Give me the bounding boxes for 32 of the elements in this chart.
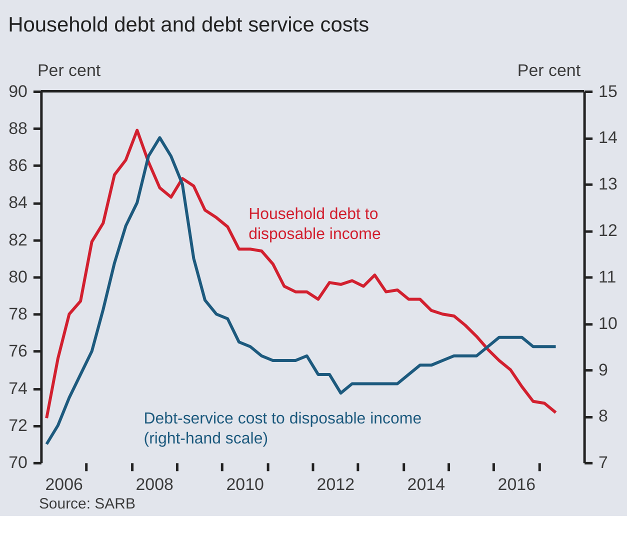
series-label: Household debt to disposable income xyxy=(248,206,381,244)
y2-tick-label: 11 xyxy=(598,267,616,286)
x-tick-label: 2008 xyxy=(136,475,174,494)
y2-tick-label: 13 xyxy=(598,174,618,194)
y2-tick-label: 12 xyxy=(598,221,618,240)
y-tick-label: 82 xyxy=(8,230,28,250)
x-tick-label: 2010 xyxy=(226,475,264,494)
y-tick-label: 78 xyxy=(8,304,28,324)
y2-tick-label: 9 xyxy=(598,360,608,380)
x-tick-label: 2006 xyxy=(45,475,83,494)
y-tick-label: 70 xyxy=(8,453,28,472)
x-tick-label: 2014 xyxy=(407,475,446,494)
y-tick-label: 84 xyxy=(8,193,28,212)
y-tick-label: 86 xyxy=(8,156,28,176)
source-note: Source: SARB xyxy=(38,496,136,513)
y-tick-label: 76 xyxy=(8,342,28,361)
y2-tick-label: 7 xyxy=(598,453,608,472)
y2-axis-title: Per cent xyxy=(517,60,581,80)
y-tick-label: 72 xyxy=(8,416,28,436)
y-tick-label: 74 xyxy=(8,378,28,398)
y2-tick-label: 8 xyxy=(598,406,608,426)
y-tick-label: 80 xyxy=(8,267,28,286)
x-tick-label: 2016 xyxy=(498,475,536,494)
y2-tick-label: 14 xyxy=(598,128,618,148)
text: Debt-service cost to disposable income (right-hand scale) xyxy=(144,410,422,448)
chart-title: Household debt and debt service costs xyxy=(8,13,370,36)
y-tick-label: 90 xyxy=(8,82,28,101)
x-tick-label: 2012 xyxy=(316,475,355,494)
y-tick-label: 88 xyxy=(8,118,28,138)
y2-tick-label: 10 xyxy=(598,314,618,333)
y2-tick-label: 15 xyxy=(598,82,618,101)
y-axis-title: Per cent xyxy=(37,60,101,80)
